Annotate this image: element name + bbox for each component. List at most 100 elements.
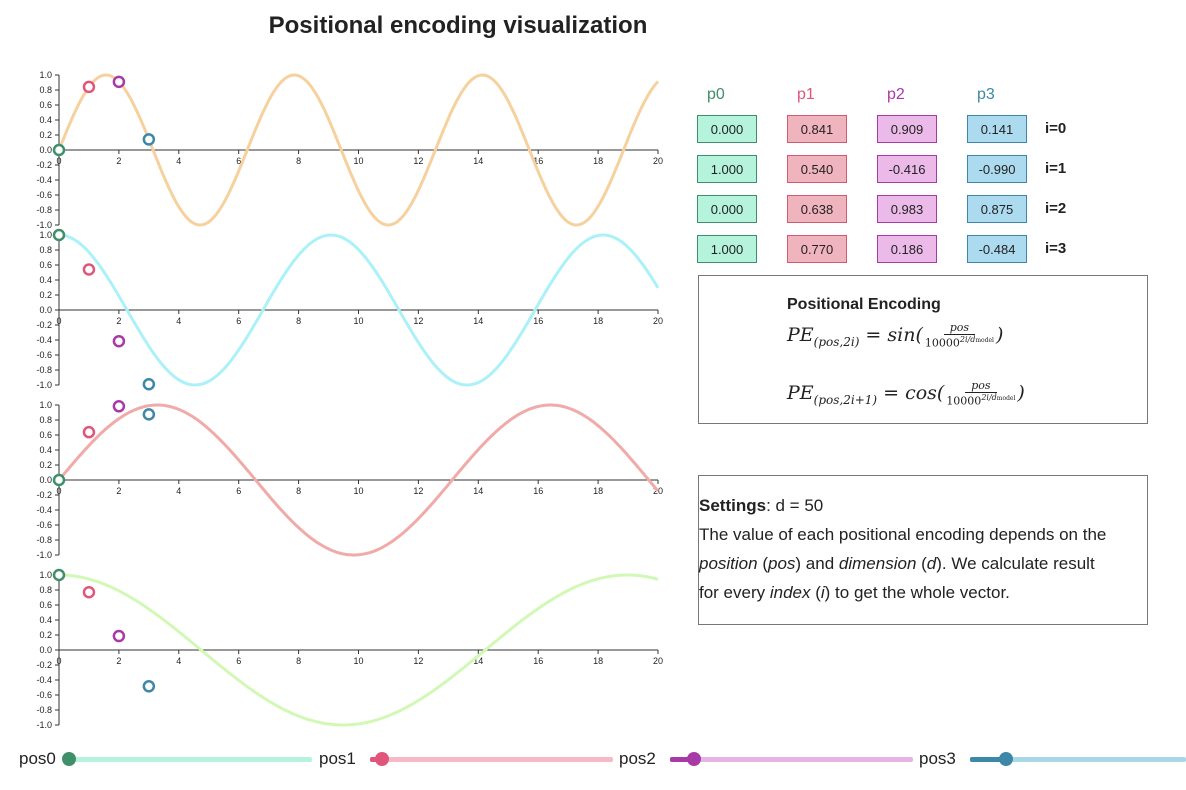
formula-pe-label-2: PE [787, 382, 814, 405]
desc-pos: pos [768, 554, 796, 573]
slider-track-pos0[interactable] [69, 757, 312, 762]
slider-knob-pos0[interactable] [62, 752, 76, 766]
desc-i: i [820, 583, 825, 602]
x-tick-label: 2 [116, 316, 121, 326]
slider-knob-pos1[interactable] [375, 752, 390, 766]
y-tick-label: -0.8 [36, 705, 52, 715]
series-line-i2 [57, 403, 660, 557]
formula-equals: = [859, 324, 888, 347]
series-line-i3 [59, 573, 659, 727]
y-tick-label: 0.2 [39, 290, 52, 300]
formula-fraction-cos: pos 100002i/dmodel [946, 379, 1015, 408]
x-tick-label: 14 [473, 316, 483, 326]
formula-sin-fn: sin( [887, 324, 923, 347]
x-tick-label: 14 [473, 156, 483, 166]
y-tick-label: 0.4 [39, 275, 52, 285]
fraction-numerator: pos [943, 321, 976, 335]
formula-title: Positional Encoding [787, 296, 941, 313]
data-point-p1 [82, 586, 96, 599]
x-tick-label: 10 [353, 156, 363, 166]
desc-d-open: ( [916, 554, 927, 573]
y-tick-label: -0.4 [36, 675, 52, 685]
y-tick-label: -0.6 [36, 520, 52, 530]
y-tick-label: -0.2 [36, 320, 52, 330]
y-tick-label: 1.0 [39, 70, 52, 80]
y-tick-label: 0.0 [39, 145, 52, 155]
data-point-p1 [82, 263, 96, 276]
y-tick-label: -1.0 [36, 380, 52, 390]
y-tick-label: 0.0 [39, 305, 52, 315]
x-tick-label: 2 [116, 656, 121, 666]
x-tick-label: 10 [353, 656, 363, 666]
slider-track-pos2[interactable] [670, 757, 913, 762]
den-exp-2: 2i/d [981, 393, 997, 402]
desc-calc: ). We calculate result [936, 554, 1095, 573]
settings-label: Settings [699, 496, 767, 515]
y-tick-label: 1.0 [39, 400, 52, 410]
y-tick-label: -1.0 [36, 220, 52, 230]
settings-line: Settings: d = 50 [699, 491, 1147, 520]
series-line-i0 [57, 73, 660, 227]
y-tick-label: 0.8 [39, 415, 52, 425]
table-cell: 1.000 [697, 235, 757, 263]
x-tick-label: 20 [653, 316, 663, 326]
y-tick-label: 0.8 [39, 245, 52, 255]
table-cell: 0.770 [787, 235, 847, 263]
data-point-p1 [82, 80, 96, 94]
y-tick-label: 0.0 [39, 645, 52, 655]
encoding-table: p0 p1 p2 p3 0.000 0.841 0.909 0.141 i=0 1.000… [697, 82, 1097, 272]
y-tick-label: -0.2 [36, 660, 52, 670]
y-tick-label: -0.6 [36, 350, 52, 360]
data-point-p3 [142, 408, 156, 421]
x-tick-label: 8 [296, 156, 301, 166]
den-exp-sub-2: model [996, 395, 1016, 402]
y-tick-label: 1.0 [39, 230, 52, 240]
desc-and: ) and [795, 554, 839, 573]
slider-fill-pos2 [670, 757, 695, 762]
data-point-p0 [52, 228, 66, 242]
slider-track-pos1[interactable] [370, 757, 613, 762]
x-tick-label: 6 [236, 656, 241, 666]
table-cell: 0.000 [697, 195, 757, 223]
table-header-p2: p2 [887, 86, 905, 103]
settings-box: Settings: d = 50 The value of each posit… [698, 475, 1148, 625]
y-tick-label: 0.6 [39, 100, 52, 110]
data-point-p2 [112, 334, 126, 348]
x-tick-label: 16 [533, 656, 543, 666]
formula-cos: PE (pos,2i+1) = cos( pos 100002i/dmodel ) [787, 379, 1025, 408]
slider-track-pos3[interactable] [970, 757, 1186, 762]
y-tick-label: 0.4 [39, 115, 52, 125]
formula-subscript-odd: (pos,2i+1) [813, 393, 878, 408]
slider-knob-pos3[interactable] [999, 752, 1014, 766]
slider-label-pos3: pos3 [919, 749, 956, 768]
x-tick-label: 0 [56, 156, 61, 166]
y-tick-label: 0.2 [39, 630, 52, 640]
data-point-p2 [112, 400, 126, 413]
table-row-label: i=2 [1045, 200, 1067, 217]
data-point-p3 [142, 133, 156, 146]
x-tick-label: 18 [593, 316, 603, 326]
y-tick-label: 0.4 [39, 445, 52, 455]
table-row-label: i=3 [1045, 240, 1067, 257]
table-cell: 0.540 [787, 155, 847, 183]
positional-encoding-plots: 1.0 0.8 0.6 0.4 0.2 0.0 -0.2 -0.4 -0.6 -0.8 -1.0 0 2… [36, 70, 663, 730]
formula-pe-label: PE [787, 324, 814, 347]
x-tick-label: 4 [176, 156, 181, 166]
formula-cos-fn: cos( [905, 382, 945, 405]
x-tick-label: 4 [176, 486, 181, 496]
y-tick-label: -0.6 [36, 690, 52, 700]
table-cell: 0.000 [697, 115, 757, 143]
formula-box: Positional Encoding PE (pos,2i) = sin( po… [698, 275, 1148, 424]
y-tick-label: -0.6 [36, 190, 52, 200]
data-point-p0 [52, 143, 66, 157]
desc-pos-open: ( [757, 554, 768, 573]
slider-knob-pos2[interactable] [687, 752, 702, 766]
fraction-denominator: 100002i/dmodel [925, 335, 994, 350]
x-tick-label: 6 [236, 486, 241, 496]
y-tick-label: -0.2 [36, 160, 52, 170]
y-tick-label: 0.2 [39, 130, 52, 140]
series-line-i1 [59, 233, 660, 387]
table-cell: -0.484 [967, 235, 1027, 263]
x-tick-label: 8 [296, 486, 301, 496]
data-point-p0 [52, 568, 66, 582]
